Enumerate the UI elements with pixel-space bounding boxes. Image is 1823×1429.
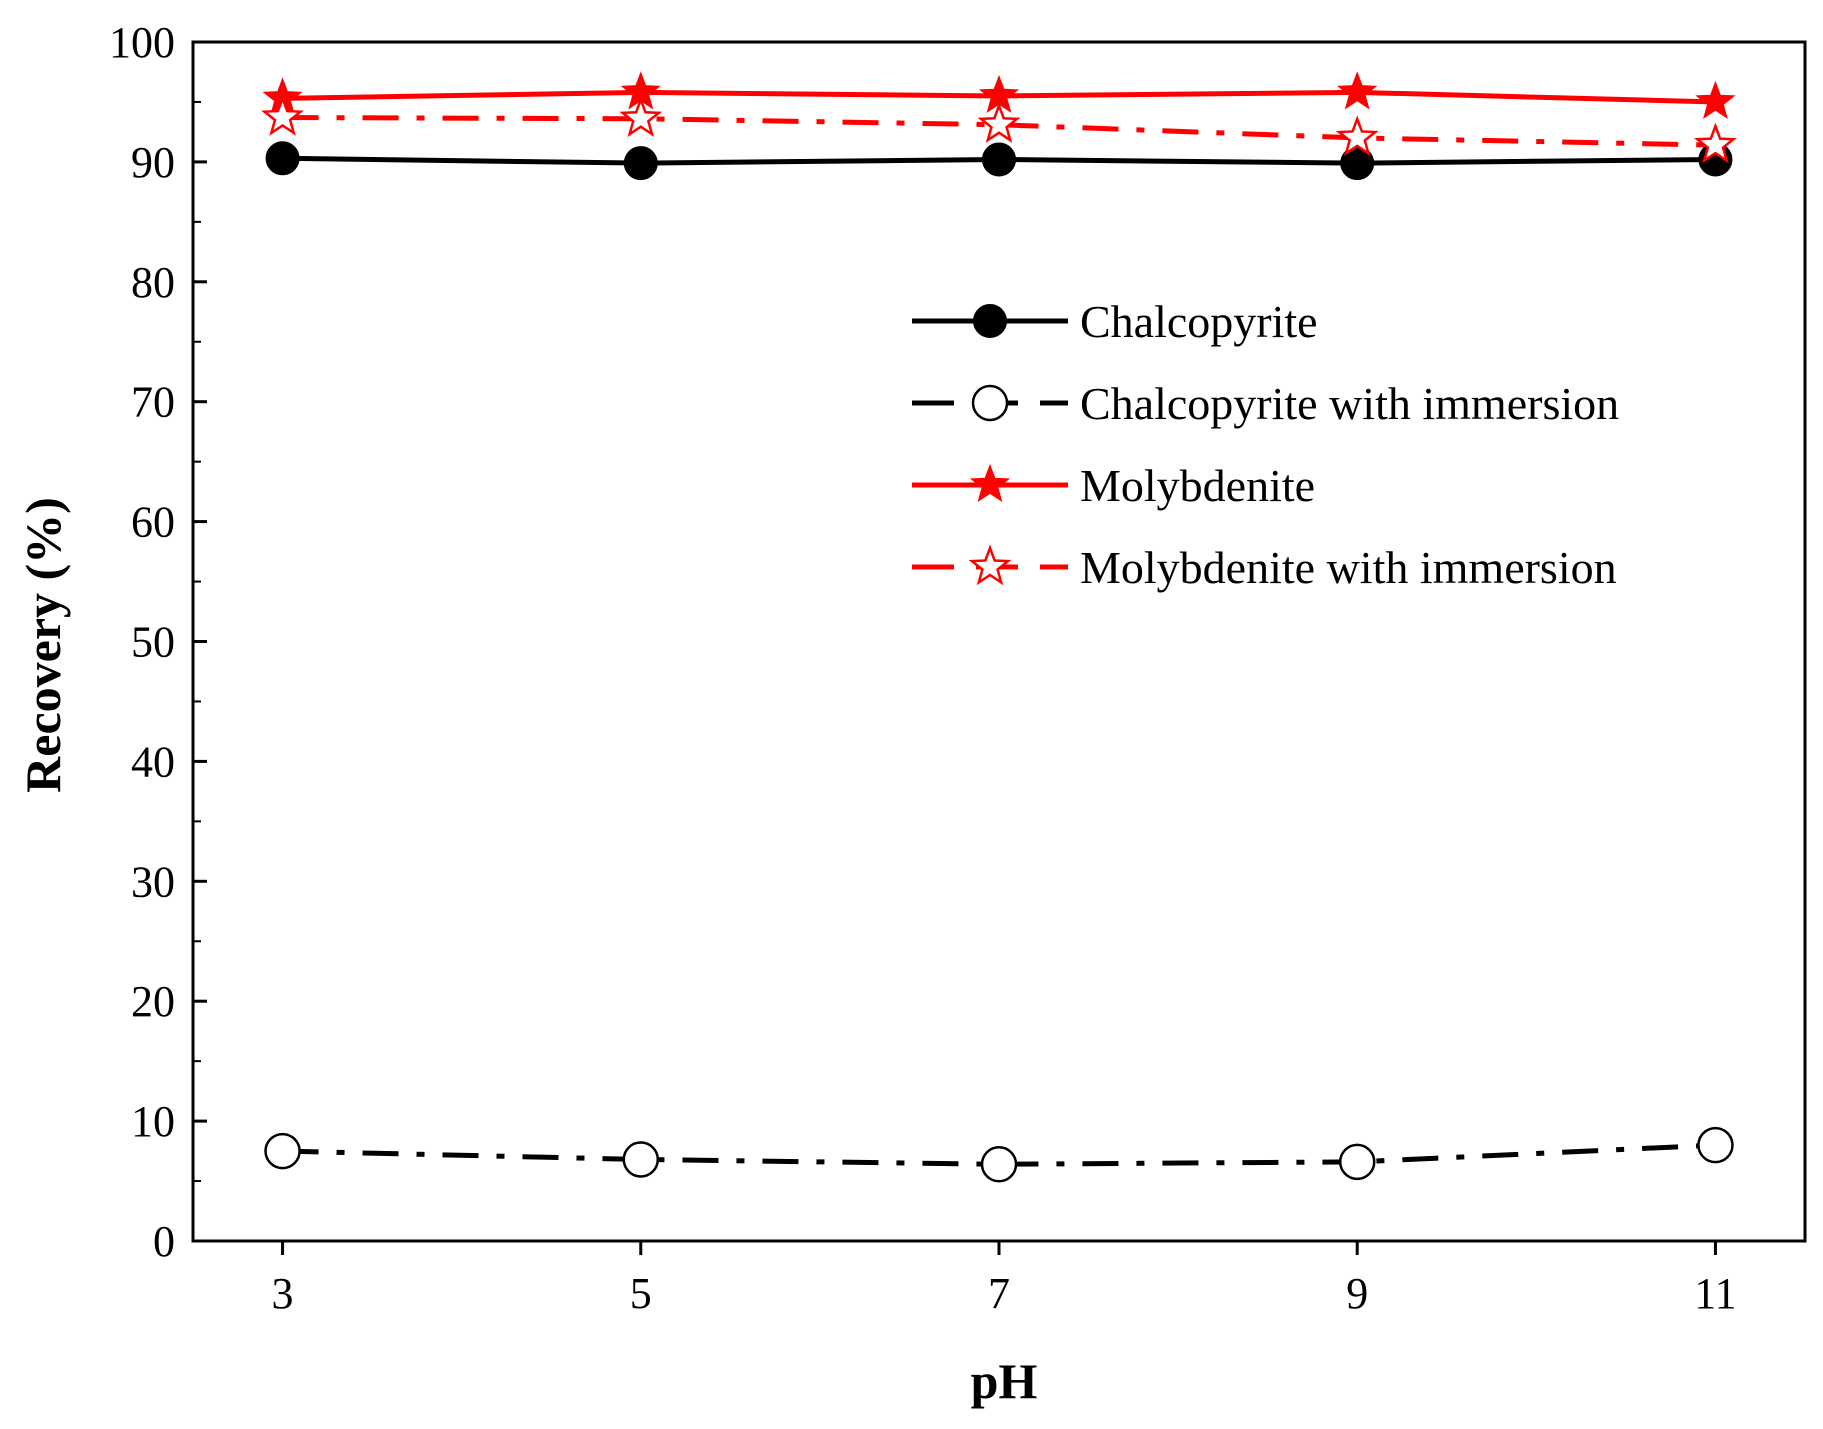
series-molybdenite — [262, 71, 1736, 120]
legend-marker — [968, 544, 1012, 586]
y-tick-label: 20 — [131, 977, 175, 1026]
y-tick-label: 40 — [131, 737, 175, 786]
x-tick-label: 11 — [1694, 1269, 1736, 1318]
plot-frame — [191, 40, 1807, 1243]
y-tick-label: 50 — [131, 618, 175, 667]
y-tick-label: 90 — [131, 138, 175, 187]
data-point — [1695, 80, 1736, 120]
data-point — [1697, 1126, 1734, 1164]
legend-entry: Molybdenite with immersion — [912, 542, 1617, 593]
data-point — [261, 94, 305, 136]
x-axis-title: pH — [971, 1353, 1038, 1409]
legend-label: Molybdenite — [1080, 460, 1315, 511]
data-point — [622, 1141, 660, 1178]
legend-marker — [969, 463, 1011, 503]
x-tick-label: 9 — [1346, 1269, 1368, 1318]
y-tick-label: 10 — [131, 1097, 175, 1146]
data-point — [264, 1132, 301, 1170]
data-point — [1338, 1143, 1376, 1181]
y-tick-label: 60 — [131, 498, 175, 547]
y-tick-label: 30 — [131, 857, 175, 906]
legend-marker — [973, 304, 1007, 338]
data-point — [1335, 115, 1379, 157]
y-tick-label: 70 — [131, 378, 175, 427]
legend-entry: Molybdenite — [912, 460, 1315, 511]
y-tick-label: 100 — [109, 18, 175, 67]
y-tick-label: 80 — [131, 258, 175, 307]
data-point — [1337, 71, 1378, 110]
legend-label: Chalcopyrite — [1080, 296, 1318, 347]
x-tick-label: 3 — [272, 1269, 294, 1318]
series-chalcopyrite-with-immersion — [264, 1126, 1734, 1183]
series-chalcopyrite — [265, 141, 1733, 181]
legend-label: Molybdenite with immersion — [1080, 542, 1617, 593]
data-point — [623, 146, 658, 181]
data-point — [265, 141, 300, 176]
legend-label: Chalcopyrite with immersion — [1080, 378, 1619, 429]
data-point — [982, 142, 1016, 177]
y-tick-label: 0 — [153, 1217, 175, 1266]
axes: 0 10 20 30 40 50 60 70 80 90 100 3 5 7 9 11 — [109, 18, 1807, 1318]
x-tick-label: 7 — [988, 1269, 1010, 1318]
legend-entry: Chalcopyrite with immersion — [912, 378, 1619, 429]
series-molybdenite-with-immersion — [261, 94, 1737, 164]
y-axis-title: Recovery (%) — [15, 497, 71, 793]
legend-entry: Chalcopyrite — [912, 296, 1318, 347]
data-point — [1693, 122, 1737, 164]
series-layer — [261, 71, 1737, 1183]
x-tick-label: 5 — [630, 1269, 652, 1318]
data-point — [977, 102, 1021, 143]
legend: Chalcopyrite Chalcopyrite with immersion M… — [912, 296, 1619, 593]
data-point — [619, 96, 663, 137]
legend-marker — [971, 384, 1009, 422]
data-point — [980, 1146, 1018, 1183]
